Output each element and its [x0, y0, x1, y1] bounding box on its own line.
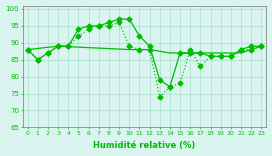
X-axis label: Humidité relative (%): Humidité relative (%) [93, 141, 196, 150]
